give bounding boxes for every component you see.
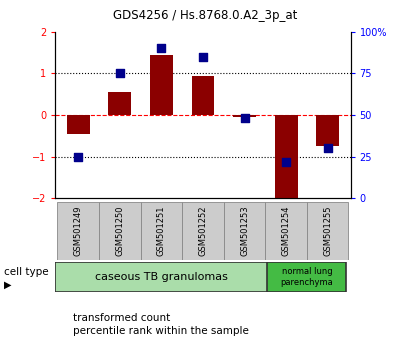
Bar: [182, 202, 223, 260]
Bar: [150, 55, 172, 115]
Bar: [265, 202, 306, 260]
Text: percentile rank within the sample: percentile rank within the sample: [72, 326, 248, 336]
Bar: [274, 115, 297, 198]
Point: [324, 145, 330, 151]
Bar: [191, 75, 214, 115]
Bar: [315, 115, 338, 146]
Text: GSM501251: GSM501251: [157, 206, 166, 256]
Point: [199, 54, 206, 59]
Bar: [267, 262, 346, 292]
Point: [158, 46, 164, 51]
Bar: [140, 202, 182, 260]
Text: caseous TB granulomas: caseous TB granulomas: [95, 272, 227, 282]
Text: GSM501255: GSM501255: [322, 206, 331, 256]
Text: GSM501254: GSM501254: [281, 206, 290, 256]
Bar: [306, 202, 348, 260]
Point: [240, 115, 247, 121]
Text: GSM501252: GSM501252: [198, 206, 207, 256]
Bar: [233, 115, 255, 117]
Text: GSM501250: GSM501250: [115, 206, 124, 256]
Bar: [57, 202, 99, 260]
Text: GDS4256 / Hs.8768.0.A2_3p_at: GDS4256 / Hs.8768.0.A2_3p_at: [112, 9, 297, 22]
Bar: [223, 202, 265, 260]
Text: GSM501253: GSM501253: [239, 206, 248, 256]
Text: normal lung
parenchyma: normal lung parenchyma: [280, 267, 333, 287]
Bar: [67, 115, 90, 134]
Point: [116, 71, 123, 76]
Bar: [55, 262, 267, 292]
Text: cell type: cell type: [4, 268, 49, 278]
Text: GSM501249: GSM501249: [74, 206, 83, 256]
Text: transformed count: transformed count: [72, 313, 169, 323]
Bar: [108, 92, 131, 115]
Text: ▶: ▶: [4, 280, 11, 290]
Bar: [99, 202, 140, 260]
Point: [282, 159, 289, 165]
Point: [75, 154, 81, 159]
